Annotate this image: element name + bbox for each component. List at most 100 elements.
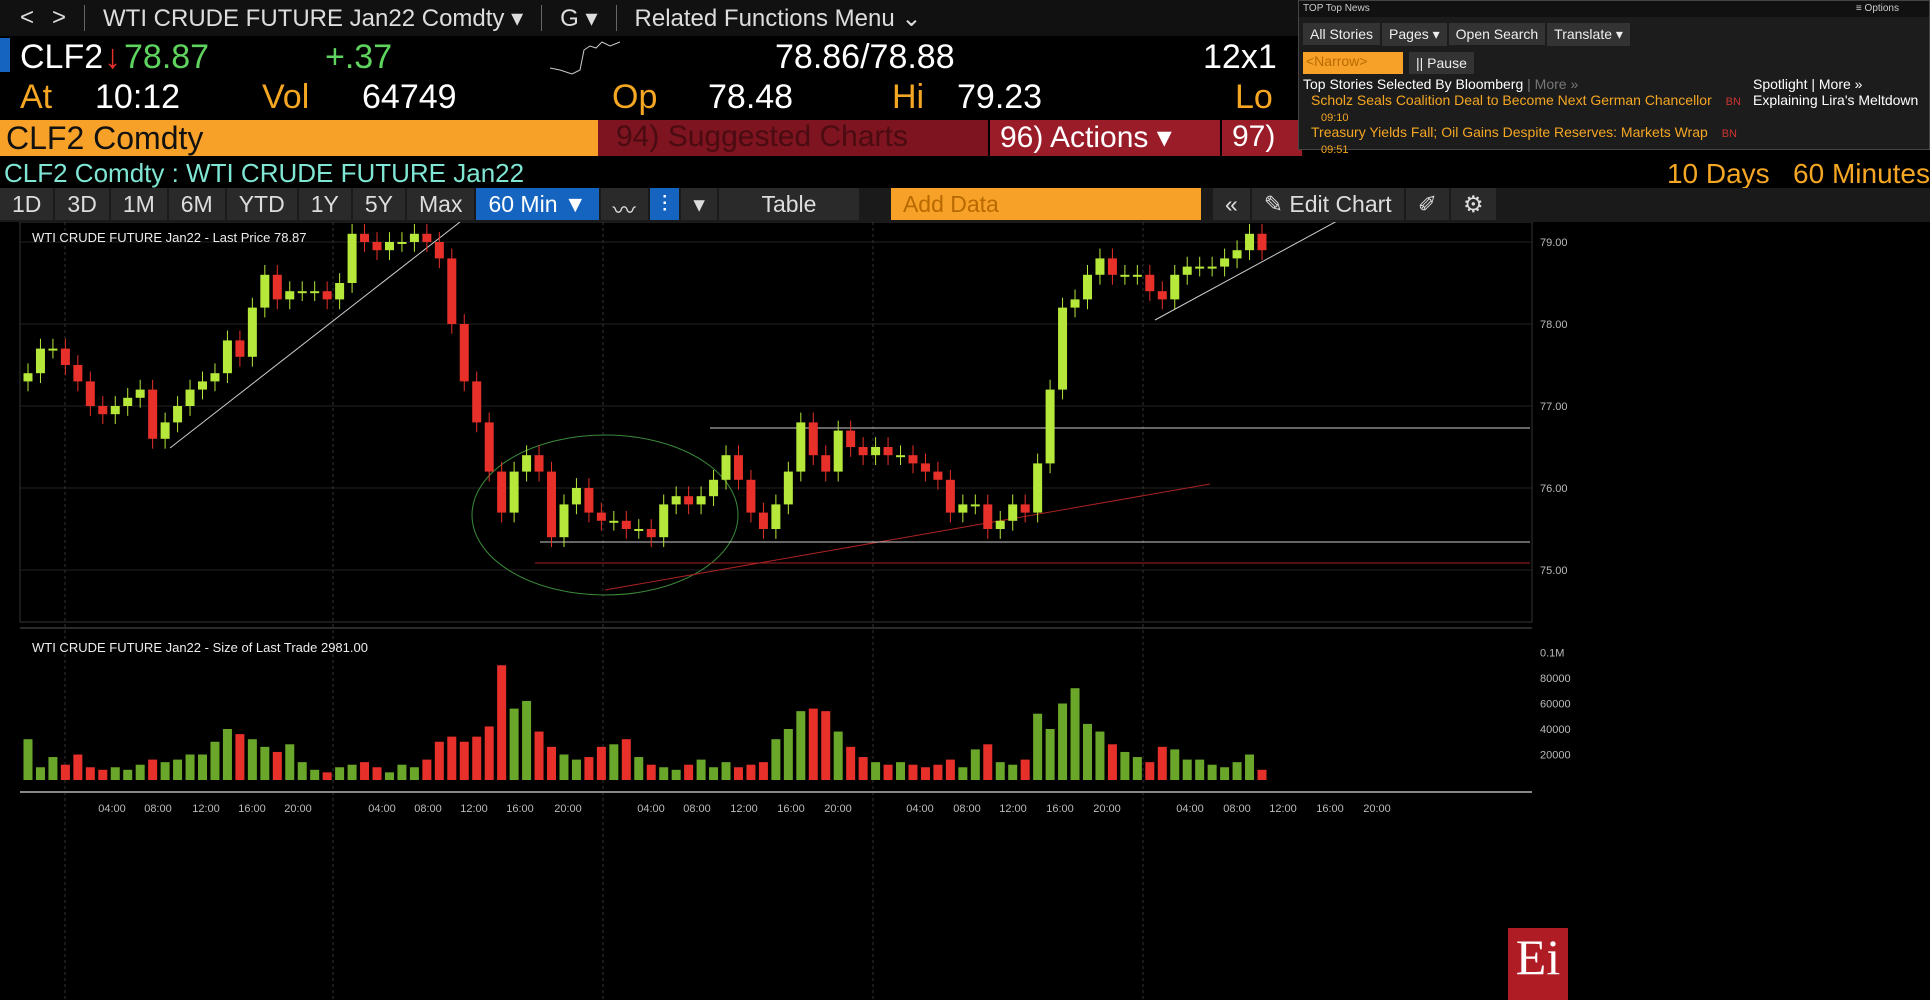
x-tick-label: 16:00 xyxy=(777,803,805,815)
candle xyxy=(796,422,806,472)
x-tick-label: 08:00 xyxy=(414,803,442,815)
volume-bar xyxy=(372,767,382,780)
volume-bar xyxy=(247,739,257,780)
range-info: 10 Days 60 Minutes xyxy=(1667,158,1930,190)
volume-bar xyxy=(48,757,58,780)
table-button[interactable]: Table xyxy=(718,188,859,220)
candle xyxy=(771,504,781,529)
price-panel xyxy=(19,222,1533,623)
candle xyxy=(347,233,357,283)
volume-bar xyxy=(297,762,307,780)
news-story[interactable]: Treasury Yields Fall; Oil Gains Despite … xyxy=(1303,124,1753,156)
edit-chart-button[interactable]: ✎ Edit Chart xyxy=(1251,188,1404,220)
candle xyxy=(422,233,432,242)
options-button[interactable]: ≡ Options xyxy=(1855,3,1899,14)
volume-bar xyxy=(821,711,831,780)
volume-bar xyxy=(883,764,893,780)
volume-bar xyxy=(1220,767,1230,780)
candle-chart-icon[interactable]: ⫶ xyxy=(649,188,680,220)
pause-button[interactable]: || Pause xyxy=(1409,52,1474,74)
period-6m[interactable]: 6M xyxy=(168,188,225,220)
volume-bar xyxy=(709,767,719,780)
period-5y[interactable]: 5Y xyxy=(352,188,405,220)
volume-bar xyxy=(559,754,569,780)
period-3d[interactable]: 3D xyxy=(55,188,109,220)
x-tick-label: 08:00 xyxy=(144,803,172,815)
candle xyxy=(160,422,170,439)
candle xyxy=(933,471,943,480)
security-dropdown[interactable]: WTI CRUDE FUTURE Jan22 Comdty ▾ xyxy=(103,4,524,32)
period-1m[interactable]: 1M xyxy=(110,188,167,220)
related-functions-menu[interactable]: Related Functions Menu ⌄ xyxy=(634,4,922,32)
x-tick-label: 12:00 xyxy=(192,803,220,815)
suggested-charts-button[interactable]: 94) Suggested Charts xyxy=(598,120,988,156)
source: BN xyxy=(1725,96,1741,108)
volume-bar xyxy=(360,762,370,780)
headline[interactable]: Treasury Yields Fall; Oil Gains Despite … xyxy=(1311,124,1708,140)
candle xyxy=(235,340,245,357)
net-change: +.37 xyxy=(325,38,393,76)
candle xyxy=(1207,266,1217,269)
news-button[interactable]: Translate ▾ xyxy=(1547,23,1630,46)
period-1d[interactable]: 1D xyxy=(0,188,54,220)
news-button[interactable]: Open Search xyxy=(1448,23,1546,45)
headline[interactable]: Scholz Seals Coalition Deal to Become Ne… xyxy=(1311,92,1712,108)
ticker-input[interactable]: CLF2 Comdty xyxy=(0,120,598,156)
interval-dropdown[interactable]: 60 Min ▼ xyxy=(476,188,599,220)
volume-legend: WTI CRUDE FUTURE Jan22 - Size of Last Tr… xyxy=(32,640,368,655)
period-max[interactable]: Max xyxy=(407,188,475,220)
line-chart-icon[interactable]: 〰 xyxy=(600,188,648,223)
candle xyxy=(110,406,120,415)
spotlight-header[interactable]: Spotlight | More » xyxy=(1753,76,1863,92)
narrow-input[interactable]: <Narrow> xyxy=(1303,52,1403,74)
settings-gear-icon[interactable]: ⚙ xyxy=(1450,188,1496,220)
x-tick-label: 12:00 xyxy=(730,803,758,815)
volume-bar xyxy=(509,708,519,780)
news-button[interactable]: Pages ▾ xyxy=(1382,23,1447,46)
add-data-input[interactable]: Add Data xyxy=(890,188,1201,220)
candle xyxy=(534,455,544,472)
candle xyxy=(322,291,332,300)
period-1y[interactable]: 1Y xyxy=(298,188,351,220)
volume-bar xyxy=(958,767,968,780)
volume-bar xyxy=(1020,759,1030,780)
volume-bar xyxy=(920,767,930,780)
candle xyxy=(522,455,532,472)
back-button[interactable]: < xyxy=(20,4,35,31)
actions-button[interactable]: 96) Actions ▾ xyxy=(990,120,1220,156)
volume-bar xyxy=(783,729,793,780)
price-chart[interactable]: 79.00 78.00 77.00 76.00 75.00 WTI CRUDE FUTUR… xyxy=(0,222,1930,1000)
volume-bar xyxy=(571,759,581,780)
candle xyxy=(297,291,307,294)
volume-bar xyxy=(646,764,656,780)
chart-type-dropdown[interactable]: ▾ xyxy=(681,188,717,220)
candle xyxy=(821,455,831,472)
period-ytd[interactable]: YTD xyxy=(226,188,297,220)
candle xyxy=(559,504,569,538)
more-link[interactable]: | More » xyxy=(1527,76,1579,92)
x-tick-label: 16:00 xyxy=(238,803,266,815)
collapse-icon[interactable]: « xyxy=(1212,188,1250,220)
candle xyxy=(260,274,270,308)
candle xyxy=(883,447,893,456)
candle xyxy=(846,430,856,447)
trendline xyxy=(1154,222,1337,321)
volume-bar xyxy=(522,700,532,780)
annotate-icon[interactable]: ✐ xyxy=(1405,188,1449,220)
candle xyxy=(397,242,407,244)
x-tick-label: 16:00 xyxy=(1316,803,1344,815)
news-story[interactable]: Scholz Seals Coalition Deal to Become Ne… xyxy=(1303,92,1753,124)
g-dropdown[interactable]: G ▾ xyxy=(560,4,598,32)
news-button[interactable]: All Stories xyxy=(1303,23,1381,45)
candle xyxy=(1082,274,1092,300)
candle xyxy=(871,447,881,456)
x-tick-label: 04:00 xyxy=(906,803,934,815)
candle xyxy=(509,471,519,513)
more-button[interactable]: 97) xyxy=(1222,120,1302,156)
volume-bar xyxy=(198,754,208,780)
volume-bar xyxy=(596,746,606,780)
volume-bar xyxy=(833,731,843,780)
spotlight-story[interactable]: Explaining Lira's Meltdown xyxy=(1753,92,1919,108)
annotation-ellipse xyxy=(471,434,739,596)
forward-button[interactable]: > xyxy=(52,4,67,31)
